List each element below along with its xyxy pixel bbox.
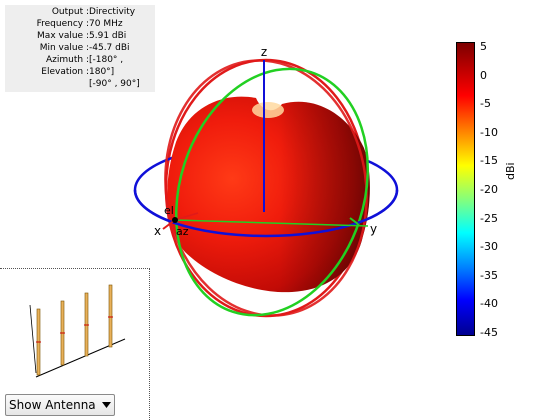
dipole-element xyxy=(60,300,65,366)
info-panel: Output : Directivity Frequency : 70 MHz … xyxy=(5,5,155,92)
info-label: Elevation : xyxy=(41,67,89,77)
z-axis-label: z xyxy=(261,45,267,59)
y-axis xyxy=(174,219,369,227)
info-row-min-value: Min value : -45.7 dBi xyxy=(5,42,155,54)
info-label: Azimuth : xyxy=(46,55,89,65)
lobe-shading xyxy=(167,96,370,293)
info-label: Min value : xyxy=(39,43,89,53)
info-row-frequency: Frequency : 70 MHz xyxy=(5,18,155,30)
info-row-elevation-range: [-90° , 90°] xyxy=(5,78,155,90)
colorbar-tick-label: -45 xyxy=(480,326,498,339)
dipole-element xyxy=(108,284,113,348)
info-value: [-180° , xyxy=(89,55,124,65)
dipole-element xyxy=(84,292,89,357)
info-row-max-value: Max value : 5.91 dBi xyxy=(5,30,155,42)
chevron-down-icon xyxy=(102,402,111,408)
colorbar-unit-label: dBi xyxy=(504,162,517,180)
info-label: Output : xyxy=(51,7,89,17)
colorbar-tick-label: -20 xyxy=(480,183,498,196)
info-value: 5.91 dBi xyxy=(89,31,127,41)
y-axis-label: y xyxy=(370,222,377,236)
origin-marker xyxy=(172,217,178,223)
antenna-thumbnail xyxy=(0,268,150,420)
x-axis-label: x xyxy=(154,224,161,238)
colorbar-tick-label: -15 xyxy=(480,154,498,168)
el-label: el xyxy=(164,204,174,217)
colorbar-tick-label: 0 xyxy=(480,68,487,82)
colorbar xyxy=(456,42,475,336)
antenna-array-drawing xyxy=(29,284,126,378)
dipole-element xyxy=(36,308,41,376)
colorbar-tick-label: 5 xyxy=(480,40,487,53)
az-label: az xyxy=(176,225,189,238)
y-tick xyxy=(349,217,359,225)
info-value: 70 MHz xyxy=(89,19,123,29)
front-elevation-circle xyxy=(164,59,368,317)
colorbar-tick-label: -25 xyxy=(480,211,498,225)
az-marker xyxy=(174,212,199,221)
info-value: 180°] xyxy=(89,67,115,77)
info-row-output: Output : Directivity xyxy=(5,6,155,18)
colorbar-tick-label: -10 xyxy=(480,125,498,139)
lobe-dimple xyxy=(252,102,284,118)
info-value: [-90° , 90°] xyxy=(89,79,140,89)
colorbar-tick-label: -5 xyxy=(480,97,491,111)
dropdown-value: Show Antenna xyxy=(9,398,96,412)
info-value: Directivity xyxy=(89,7,136,17)
colorbar-tick-label: -40 xyxy=(480,297,498,311)
show-antenna-dropdown[interactable]: Show Antenna xyxy=(5,394,115,416)
side-elevation-circle xyxy=(174,67,370,317)
info-row-elevation: Elevation : 180°] xyxy=(5,66,155,78)
info-label: Max value : xyxy=(37,31,89,41)
info-value: -45.7 dBi xyxy=(89,43,130,53)
info-row-azimuth: Azimuth : [-180° , xyxy=(5,54,155,66)
colorbar-tick-label: -30 xyxy=(480,240,498,254)
info-label: Frequency : xyxy=(36,19,89,29)
colorbar-tick-label: -35 xyxy=(480,268,498,282)
azimuth-circle-front xyxy=(133,189,399,238)
